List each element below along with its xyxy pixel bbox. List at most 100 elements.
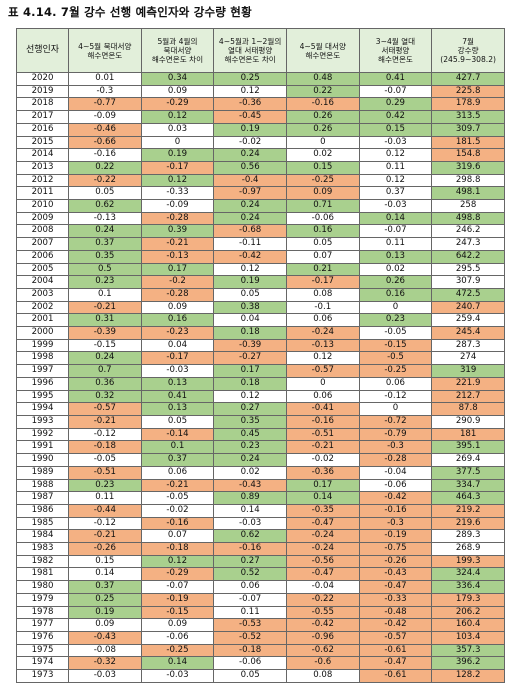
value-cell: 0.23 (68, 275, 142, 289)
value-cell: -0.12 (68, 516, 142, 531)
value-cell: 0.23 (68, 478, 142, 493)
value-cell: -0.06 (285, 211, 360, 226)
table-row: 1990 -0.05 0.37 0.24 -0.02 -0.28 269.4 (16, 453, 505, 467)
value-cell: -0.44 (68, 503, 142, 518)
value-cell: -0.35 (285, 503, 360, 518)
table-row: 2013 0.22 -0.17 0.56 0.15 0.11 319.6 (16, 160, 505, 175)
year-cell: 2007 (16, 237, 69, 251)
value-cell: 0.07 (285, 249, 360, 264)
year-cell: 2012 (16, 173, 69, 188)
year-cell: 1982 (16, 554, 69, 569)
value-cell: 0.26 (358, 275, 433, 289)
value-cell: 87.8 (431, 402, 505, 416)
value-cell: -0.21 (68, 300, 142, 315)
table-row: 1996 0.36 0.13 0.18 0 0.06 221.9 (16, 376, 505, 391)
value-cell: 0.25 (213, 72, 287, 86)
value-cell: -0.47 (358, 656, 433, 671)
value-cell: -0.24 (285, 529, 360, 544)
value-cell: 464.3 (431, 491, 505, 505)
value-cell: -0.19 (358, 529, 433, 544)
table-row: 1997 0.7 -0.03 0.17 -0.57 -0.25 319 (16, 364, 505, 378)
header-cell: 선행인자 (16, 28, 69, 73)
table-row: 1999 -0.15 0.04 -0.39 -0.13 -0.15 287.3 (16, 338, 505, 353)
value-cell: 178.9 (431, 97, 505, 112)
value-cell: -0.66 (68, 135, 142, 150)
value-cell: -0.03 (140, 364, 215, 378)
table-row: 1973 -0.03 -0.03 0.05 0.08 -0.61 128.2 (16, 669, 505, 683)
year-cell: 2002 (16, 300, 69, 315)
value-cell: -0.25 (140, 643, 215, 658)
value-cell: -0.09 (140, 199, 215, 213)
value-cell: -0.57 (358, 630, 433, 645)
value-cell: -0.06 (213, 656, 287, 671)
year-cell: 2006 (16, 249, 69, 264)
value-cell: 0 (285, 135, 360, 150)
value-cell: 0.23 (213, 440, 287, 455)
value-cell: 0.14 (285, 491, 360, 505)
value-cell: 0.17 (213, 364, 287, 378)
value-cell: 0.03 (140, 122, 215, 137)
value-cell: -0.23 (140, 326, 215, 340)
year-cell: 1994 (16, 402, 69, 416)
table-row: 1994 -0.57 0.13 0.27 -0.41 0 87.8 (16, 402, 505, 416)
year-cell: 1976 (16, 630, 69, 645)
value-cell: -0.22 (285, 592, 360, 607)
value-cell: 0.38 (213, 300, 287, 315)
value-cell: 427.7 (431, 72, 505, 86)
value-cell: -0.02 (285, 453, 360, 467)
value-cell: 289.3 (431, 529, 505, 544)
value-cell: 0.15 (358, 122, 433, 137)
value-cell: -0.52 (213, 630, 287, 645)
value-cell: -0.03 (213, 516, 287, 531)
value-cell: 0.11 (68, 491, 142, 505)
table-row: 2007 0.37 -0.21 -0.11 0.05 0.11 247.3 (16, 237, 505, 251)
year-cell: 1985 (16, 516, 69, 531)
value-cell: 0.41 (140, 389, 215, 404)
value-cell: 0.05 (213, 287, 287, 302)
value-cell: 472.5 (431, 287, 505, 302)
value-cell: -0.07 (213, 592, 287, 607)
value-cell: -0.42 (358, 491, 433, 505)
year-cell: 1979 (16, 592, 69, 607)
value-cell: -0.25 (285, 173, 360, 188)
year-cell: 2009 (16, 211, 69, 226)
table-row: 1985 -0.12 -0.16 -0.03 -0.47 -0.3 219.6 (16, 516, 505, 531)
value-cell: 0.37 (358, 186, 433, 201)
value-cell: 377.5 (431, 465, 505, 480)
value-cell: 307.9 (431, 275, 505, 289)
value-cell: 498.8 (431, 211, 505, 226)
value-cell: 0.39 (140, 224, 215, 239)
value-cell: 0.06 (285, 389, 360, 404)
value-cell: -0.29 (140, 567, 215, 582)
value-cell: 269.4 (431, 453, 505, 467)
value-cell: -0.3 (68, 84, 142, 99)
year-cell: 2017 (16, 110, 69, 124)
value-cell: 642.2 (431, 249, 505, 264)
value-cell: 0.42 (358, 110, 433, 124)
value-cell: -0.13 (68, 211, 142, 226)
value-cell: 0.23 (358, 313, 433, 328)
value-cell: -0.15 (140, 605, 215, 620)
value-cell: -0.43 (213, 478, 287, 493)
table-row: 2020 0.01 0.34 0.25 0.48 0.41 427.7 (16, 72, 505, 86)
value-cell: 0.5 (68, 262, 142, 277)
value-cell: 0.09 (68, 618, 142, 632)
value-cell: -0.18 (68, 440, 142, 455)
value-cell: 0.07 (140, 529, 215, 544)
value-cell: 0.7 (68, 364, 142, 378)
value-cell: 0.16 (140, 313, 215, 328)
value-cell: -0.61 (358, 669, 433, 683)
value-cell: -0.07 (358, 84, 433, 99)
value-cell: -0.45 (213, 110, 287, 124)
value-cell: 0.41 (358, 72, 433, 86)
value-cell: 0.04 (213, 313, 287, 328)
year-cell: 1987 (16, 491, 69, 505)
value-cell: 0.22 (68, 160, 142, 175)
value-cell: 0.11 (358, 160, 433, 175)
value-cell: 395.1 (431, 440, 505, 455)
value-cell: -0.68 (213, 224, 287, 239)
value-cell: 0.06 (140, 465, 215, 480)
year-cell: 1981 (16, 567, 69, 582)
year-cell: 1989 (16, 465, 69, 480)
table-row: 1975 -0.08 -0.25 -0.18 -0.62 -0.61 357.3 (16, 643, 505, 658)
